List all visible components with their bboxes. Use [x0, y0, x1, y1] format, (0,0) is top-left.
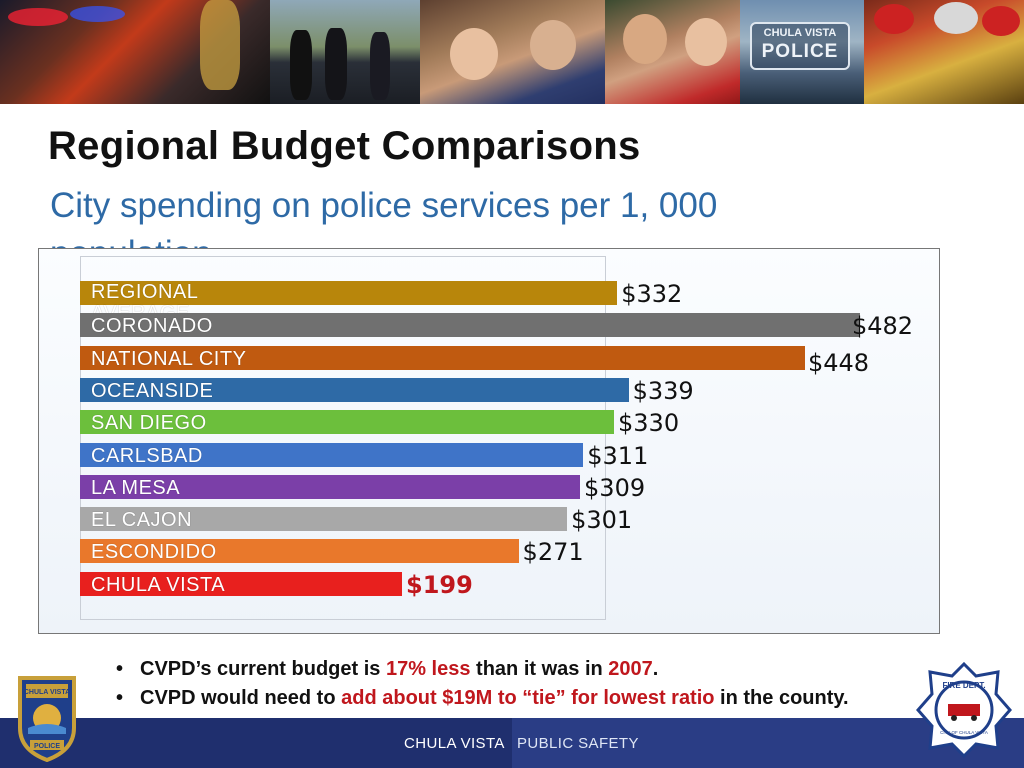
page-title: Regional Budget Comparisons: [48, 124, 641, 168]
bullet-list: CVPD’s current budget is 17% less than i…: [112, 655, 912, 713]
children-photo: [420, 0, 605, 104]
fire-dept-badge-icon: FIRE DEPT. CITY OF CHULA VISTA: [916, 662, 1012, 758]
bullet-text: CVPD would need to: [140, 687, 342, 709]
footer-left-text: CHULA VISTA: [404, 735, 505, 752]
boys-photo: [605, 0, 740, 104]
svg-text:CITY OF CHULA VISTA: CITY OF CHULA VISTA: [940, 730, 988, 735]
photo-banner: CHULA VISTA POLICE: [0, 0, 1024, 104]
firefighters-photo: [864, 0, 1024, 104]
bullet-item: CVPD would need to add about $19M to “ti…: [112, 684, 912, 713]
highlight-text: 17% less: [385, 658, 471, 680]
fire-scene-photo: [0, 0, 270, 104]
footer-right-text: PUBLIC SAFETY: [517, 735, 639, 752]
bullet-item: CVPD’s current budget is 17% less than i…: [112, 655, 912, 684]
bullet-text: CVPD’s current budget is: [140, 658, 386, 680]
highlight-text: 2007: [608, 658, 653, 680]
bullet-text: than it was in: [470, 658, 609, 680]
police-officers-photo: [270, 0, 420, 104]
svg-text:FIRE DEPT.: FIRE DEPT.: [942, 681, 985, 690]
svg-text:CHULA VISTA: CHULA VISTA: [24, 689, 70, 696]
chart-frame: [38, 248, 940, 634]
police-badge-icon: CHULA VISTA POLICE: [18, 676, 76, 762]
svg-text:POLICE: POLICE: [34, 743, 60, 750]
police-sign-photo: CHULA VISTA POLICE: [740, 0, 864, 104]
highlight-text: add about $19M to “tie” for lowest ratio: [341, 687, 715, 709]
bullet-text: .: [652, 658, 659, 680]
police-sign: CHULA VISTA POLICE: [750, 22, 850, 70]
plot-area: [80, 256, 606, 620]
bullet-text: in the county.: [714, 687, 849, 709]
